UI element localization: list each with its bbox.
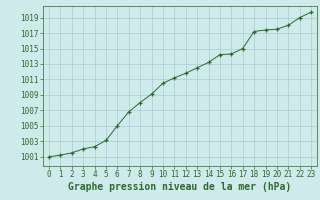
X-axis label: Graphe pression niveau de la mer (hPa): Graphe pression niveau de la mer (hPa)	[68, 182, 292, 192]
